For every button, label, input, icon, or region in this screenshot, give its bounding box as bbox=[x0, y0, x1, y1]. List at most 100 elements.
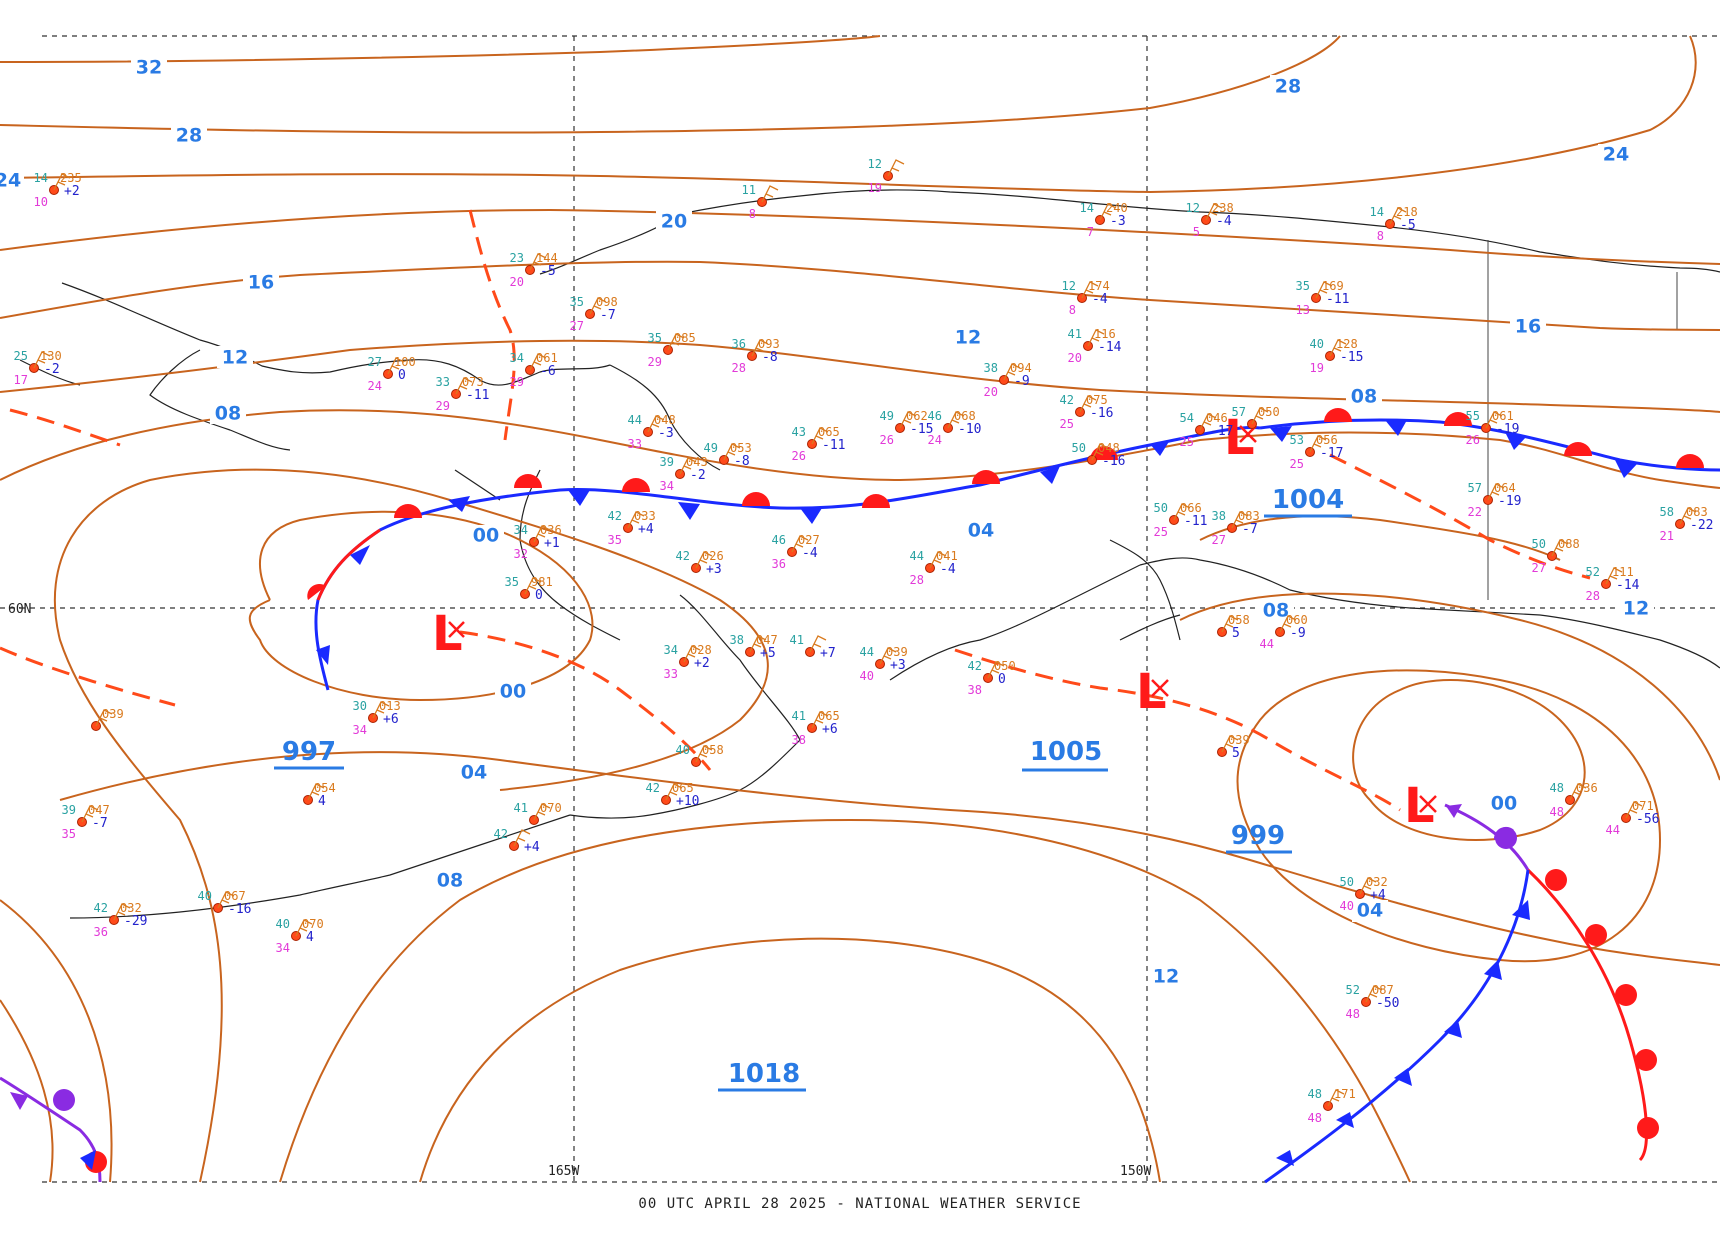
wind-barb bbox=[809, 635, 827, 653]
svg-text:00: 00 bbox=[473, 525, 499, 547]
station-temperature: 41 bbox=[514, 801, 528, 815]
station-pressure-tendency: -3 bbox=[658, 426, 674, 441]
svg-text:24: 24 bbox=[1603, 144, 1629, 166]
wind-barb bbox=[372, 701, 390, 719]
wind-barb bbox=[1389, 207, 1407, 225]
station-pressure-tendency: -6 bbox=[540, 364, 556, 379]
station-plot: 23 144 20 -5 bbox=[510, 251, 558, 289]
station-pressure: 047 bbox=[756, 633, 778, 647]
station-pressure-tendency: -16 bbox=[228, 902, 251, 917]
wind-barb bbox=[1569, 783, 1587, 801]
station-temperature: 58 bbox=[1660, 505, 1674, 519]
wind-barb bbox=[647, 415, 665, 433]
station-plot: 34 036 32 +1 bbox=[514, 523, 562, 561]
wind-barb bbox=[1099, 203, 1117, 221]
station-pressure-tendency: -16 bbox=[1102, 454, 1125, 469]
station-pressure: 075 bbox=[1086, 393, 1108, 407]
svg-text:997: 997 bbox=[282, 737, 336, 767]
station-pressure: 058 bbox=[702, 743, 724, 757]
wind-barb bbox=[1003, 363, 1021, 381]
station-pressure: 085 bbox=[674, 331, 696, 345]
station-pressure-tendency: -22 bbox=[1690, 518, 1713, 533]
station-temperature: 38 bbox=[1212, 509, 1226, 523]
station-pressure: 047 bbox=[88, 803, 110, 817]
station-temperature: 41 bbox=[790, 633, 804, 647]
svg-text:16: 16 bbox=[248, 272, 274, 294]
station-pressure: 144 bbox=[536, 251, 558, 265]
fronts bbox=[0, 408, 1720, 1184]
svg-text:L: L bbox=[1136, 664, 1167, 720]
station-plot: 49 062 26 -15 bbox=[880, 409, 934, 447]
station-plot: 58 083 21 -22 bbox=[1660, 505, 1714, 543]
wind-barb bbox=[723, 443, 741, 461]
station-plot: 38 094 20 -9 bbox=[984, 361, 1032, 399]
station-temperature: 54 bbox=[1180, 411, 1194, 425]
wind-barb bbox=[887, 159, 905, 177]
wind-barb bbox=[1221, 735, 1239, 753]
station-temperature: 42 bbox=[608, 509, 622, 523]
station-temperature: 42 bbox=[646, 781, 660, 795]
station-temperature: 42 bbox=[494, 827, 508, 841]
station-dewpoint: 28 bbox=[732, 361, 746, 375]
station-pressure: 061 bbox=[1492, 409, 1514, 423]
station-pressure: 048 bbox=[1098, 441, 1120, 455]
low-center-997: L 997 bbox=[274, 606, 465, 770]
station-dewpoint: 48 bbox=[1550, 805, 1564, 819]
station-temperature: 39 bbox=[62, 803, 76, 817]
station-pressure: 036 bbox=[540, 523, 562, 537]
svg-text:04: 04 bbox=[1357, 900, 1383, 922]
occluded-front-symbols bbox=[10, 804, 1517, 1111]
station-dewpoint: 13 bbox=[1296, 303, 1310, 317]
station-dewpoint: 20 bbox=[510, 275, 524, 289]
station-pressure-tendency: -2 bbox=[44, 362, 60, 377]
station-pressure: 036 bbox=[1576, 781, 1598, 795]
station-temperature: 12 bbox=[1062, 279, 1076, 293]
isobar-label: 04 bbox=[963, 520, 999, 542]
wind-barb bbox=[791, 535, 809, 553]
station-plot: 50 066 25 -11 bbox=[1154, 501, 1208, 539]
wind-barb bbox=[1605, 567, 1623, 585]
station-pressure-tendency: 4 bbox=[318, 794, 326, 809]
station-plot: 39 043 34 -2 bbox=[660, 455, 708, 493]
station-dewpoint: 25 bbox=[1290, 457, 1304, 471]
station-temperature: 50 bbox=[1340, 875, 1354, 889]
wind-barb bbox=[533, 803, 551, 821]
station-pressure: 065 bbox=[818, 425, 840, 439]
station-temperature: 44 bbox=[910, 549, 924, 563]
wind-barb bbox=[1173, 503, 1191, 521]
station-pressure-tendency: -11 bbox=[822, 438, 845, 453]
station-plot: 42 026+3 bbox=[676, 549, 724, 577]
station-plot: 14 235 10 +2 bbox=[34, 171, 82, 209]
svg-text:L: L bbox=[1224, 410, 1255, 466]
station-plot: 42 075 25 -16 bbox=[1060, 393, 1114, 431]
station-pressure: 083 bbox=[1238, 509, 1260, 523]
station-plot: 42 050 38 0 bbox=[968, 659, 1016, 697]
station-dewpoint: 7 bbox=[1087, 225, 1094, 239]
station-pressure-tendency: -11 bbox=[1184, 514, 1207, 529]
station-pressure-tendency: -14 bbox=[1098, 340, 1122, 355]
station-dewpoint: 21 bbox=[1660, 529, 1674, 543]
station-dewpoint: 35 bbox=[62, 827, 76, 841]
wind-barb bbox=[524, 577, 542, 595]
station-pressure-tendency: -11 bbox=[466, 388, 489, 403]
svg-text:04: 04 bbox=[968, 520, 994, 542]
station-dewpoint: 36 bbox=[772, 557, 786, 571]
station-pressure-tendency: -9 bbox=[1014, 374, 1030, 389]
station-pressure: 087 bbox=[1372, 983, 1394, 997]
station-pressure: 041 bbox=[936, 549, 958, 563]
station-pressure-tendency: 0 bbox=[398, 368, 406, 383]
station-pressure: 130 bbox=[40, 349, 62, 363]
station-pressure: 058 bbox=[1228, 613, 1250, 627]
station-plot: 42 033 35 +4 bbox=[608, 509, 656, 547]
station-temperature: 42 bbox=[1060, 393, 1074, 407]
station-temperature: 38 bbox=[984, 361, 998, 375]
station-temperature: 14 bbox=[34, 171, 48, 185]
station-dewpoint: 38 bbox=[792, 733, 806, 747]
svg-text:28: 28 bbox=[1275, 76, 1301, 98]
svg-text:12: 12 bbox=[1623, 598, 1649, 620]
station-pressure-tendency: +2 bbox=[694, 656, 710, 671]
wind-barb bbox=[683, 645, 701, 663]
wind-barb bbox=[1365, 985, 1383, 1003]
